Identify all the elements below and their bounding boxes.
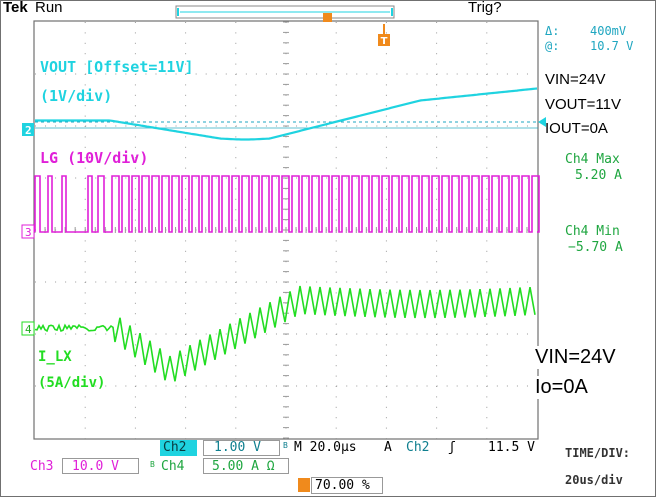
ch4-label: I_LX <box>38 349 72 365</box>
svg-text:2: 2 <box>25 124 32 137</box>
cursor-at-label: @: <box>545 39 559 53</box>
trigger-source[interactable]: Ch2 <box>406 440 429 455</box>
ch2-label-status: Ch2 <box>163 440 186 455</box>
ch4-bw-indicator: B <box>150 460 155 469</box>
acquisition-mode: A <box>384 440 392 455</box>
ch2-label: VOUT [Offset=11V] <box>40 58 194 76</box>
ch3-indicator[interactable]: 3 <box>22 225 34 239</box>
trigger-position-icon <box>298 478 310 492</box>
ch2-bw-indicator: B <box>283 441 288 450</box>
ch4-min-value: −5.70 A <box>568 240 623 255</box>
ch3-label-status: Ch3 <box>30 459 53 474</box>
trigger-status: Trig? <box>468 0 502 16</box>
timediv-label: TIME/DIV: <box>565 446 630 460</box>
ch4-indicator[interactable]: 4 <box>22 322 34 336</box>
condition-io: Io=0A <box>535 376 588 399</box>
trigger-position-glyph: T <box>381 36 388 47</box>
svg-text:3: 3 <box>25 226 32 239</box>
ch3-scale-status: 10.0 V <box>72 459 119 474</box>
record-trigger-marker <box>323 13 332 22</box>
cursor-delta-value: 400mV <box>590 24 626 38</box>
timediv-value: 20us/div <box>565 473 623 487</box>
ch2-indicator[interactable]: 2 <box>22 123 34 137</box>
cursor-at-value: 10.7 V <box>590 39 633 53</box>
svg-text:4: 4 <box>25 323 32 336</box>
cursor-delta-label: Δ: <box>545 24 559 38</box>
ch3-label: LG (10V/div) <box>40 149 148 167</box>
ch2-scale-status: 1.00 V <box>214 440 261 455</box>
trigger-position-value: 70.00 % <box>315 478 370 493</box>
ch4-label-status: Ch4 <box>161 459 184 474</box>
ch4-min-label: Ch4 Min <box>565 224 620 239</box>
ch4-max-label: Ch4 Max <box>565 152 620 167</box>
condition-vin-2: VIN=24V <box>535 346 616 369</box>
timebase-readout[interactable]: M 20.0µs <box>294 440 357 455</box>
condition-vin-1: VIN=24V <box>545 71 605 88</box>
brand-logo: Tek <box>3 0 28 16</box>
ch4-scale-status: 5.00 A Ω <box>212 459 275 474</box>
run-status: Run <box>35 0 63 16</box>
ch4-max-value: 5.20 A <box>575 168 622 183</box>
condition-iout: IOUT=0A <box>545 120 608 137</box>
trigger-slope-icon: ʃ <box>448 440 456 455</box>
condition-vout: VOUT=11V <box>545 96 621 113</box>
trigger-level[interactable]: 11.5 V <box>488 440 535 455</box>
ch2-scale: (1V/div) <box>40 87 112 105</box>
ch4-scale: (5A/div) <box>38 375 105 391</box>
